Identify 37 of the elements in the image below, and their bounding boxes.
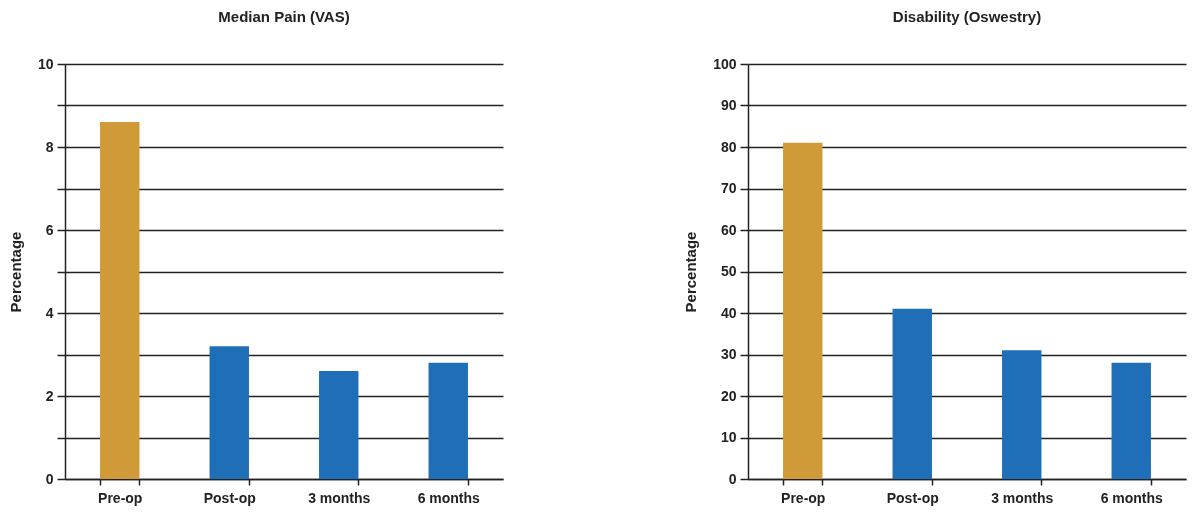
y-tick-label: 70: [720, 180, 737, 196]
y-tick-label: 0: [45, 470, 54, 487]
chart-title: Median Pain (VAS): [218, 8, 350, 25]
bar: [209, 346, 249, 479]
x-tick-label: Post-op: [886, 489, 939, 506]
x-tick-label: 3 months: [308, 489, 371, 506]
y-tick-label: 30: [720, 346, 737, 362]
x-tick-label: Pre-op: [98, 489, 143, 506]
y-tick-label: 50: [720, 263, 737, 279]
y-tick-label: 10: [720, 429, 737, 445]
bar: [319, 371, 359, 479]
x-tick-label: 6 months: [417, 489, 481, 506]
bar: [100, 122, 140, 479]
x-tick-label: Post-op: [203, 489, 256, 506]
bar: [1111, 362, 1151, 479]
y-tick-label: 90: [720, 97, 737, 113]
y-tick-label: 0: [728, 470, 737, 487]
y-tick-label: 40: [720, 304, 737, 321]
bar: [783, 142, 823, 479]
y-tick-label: 80: [720, 138, 737, 155]
chart-title: Disability (Oswestry): [892, 8, 1042, 25]
y-tick-label: 8: [45, 138, 54, 155]
bar: [1002, 350, 1042, 479]
y-axis-title: Percentage: [682, 231, 700, 313]
y-tick-label: 2: [45, 387, 54, 404]
x-tick-label: 6 months: [1100, 489, 1164, 506]
y-tick-label: 10: [37, 55, 54, 72]
x-tick-label: 3 months: [991, 489, 1054, 506]
y-tick-label: 60: [720, 221, 737, 238]
bar: [892, 308, 932, 479]
x-tick-label: Pre-op: [781, 489, 826, 506]
y-tick-label: 100: [713, 55, 737, 72]
y-tick-label: 6: [45, 221, 54, 238]
y-tick-label: 4: [45, 304, 54, 321]
bar: [428, 362, 468, 479]
y-tick-label: 20: [720, 387, 737, 404]
y-axis-title: Percentage: [6, 231, 24, 313]
